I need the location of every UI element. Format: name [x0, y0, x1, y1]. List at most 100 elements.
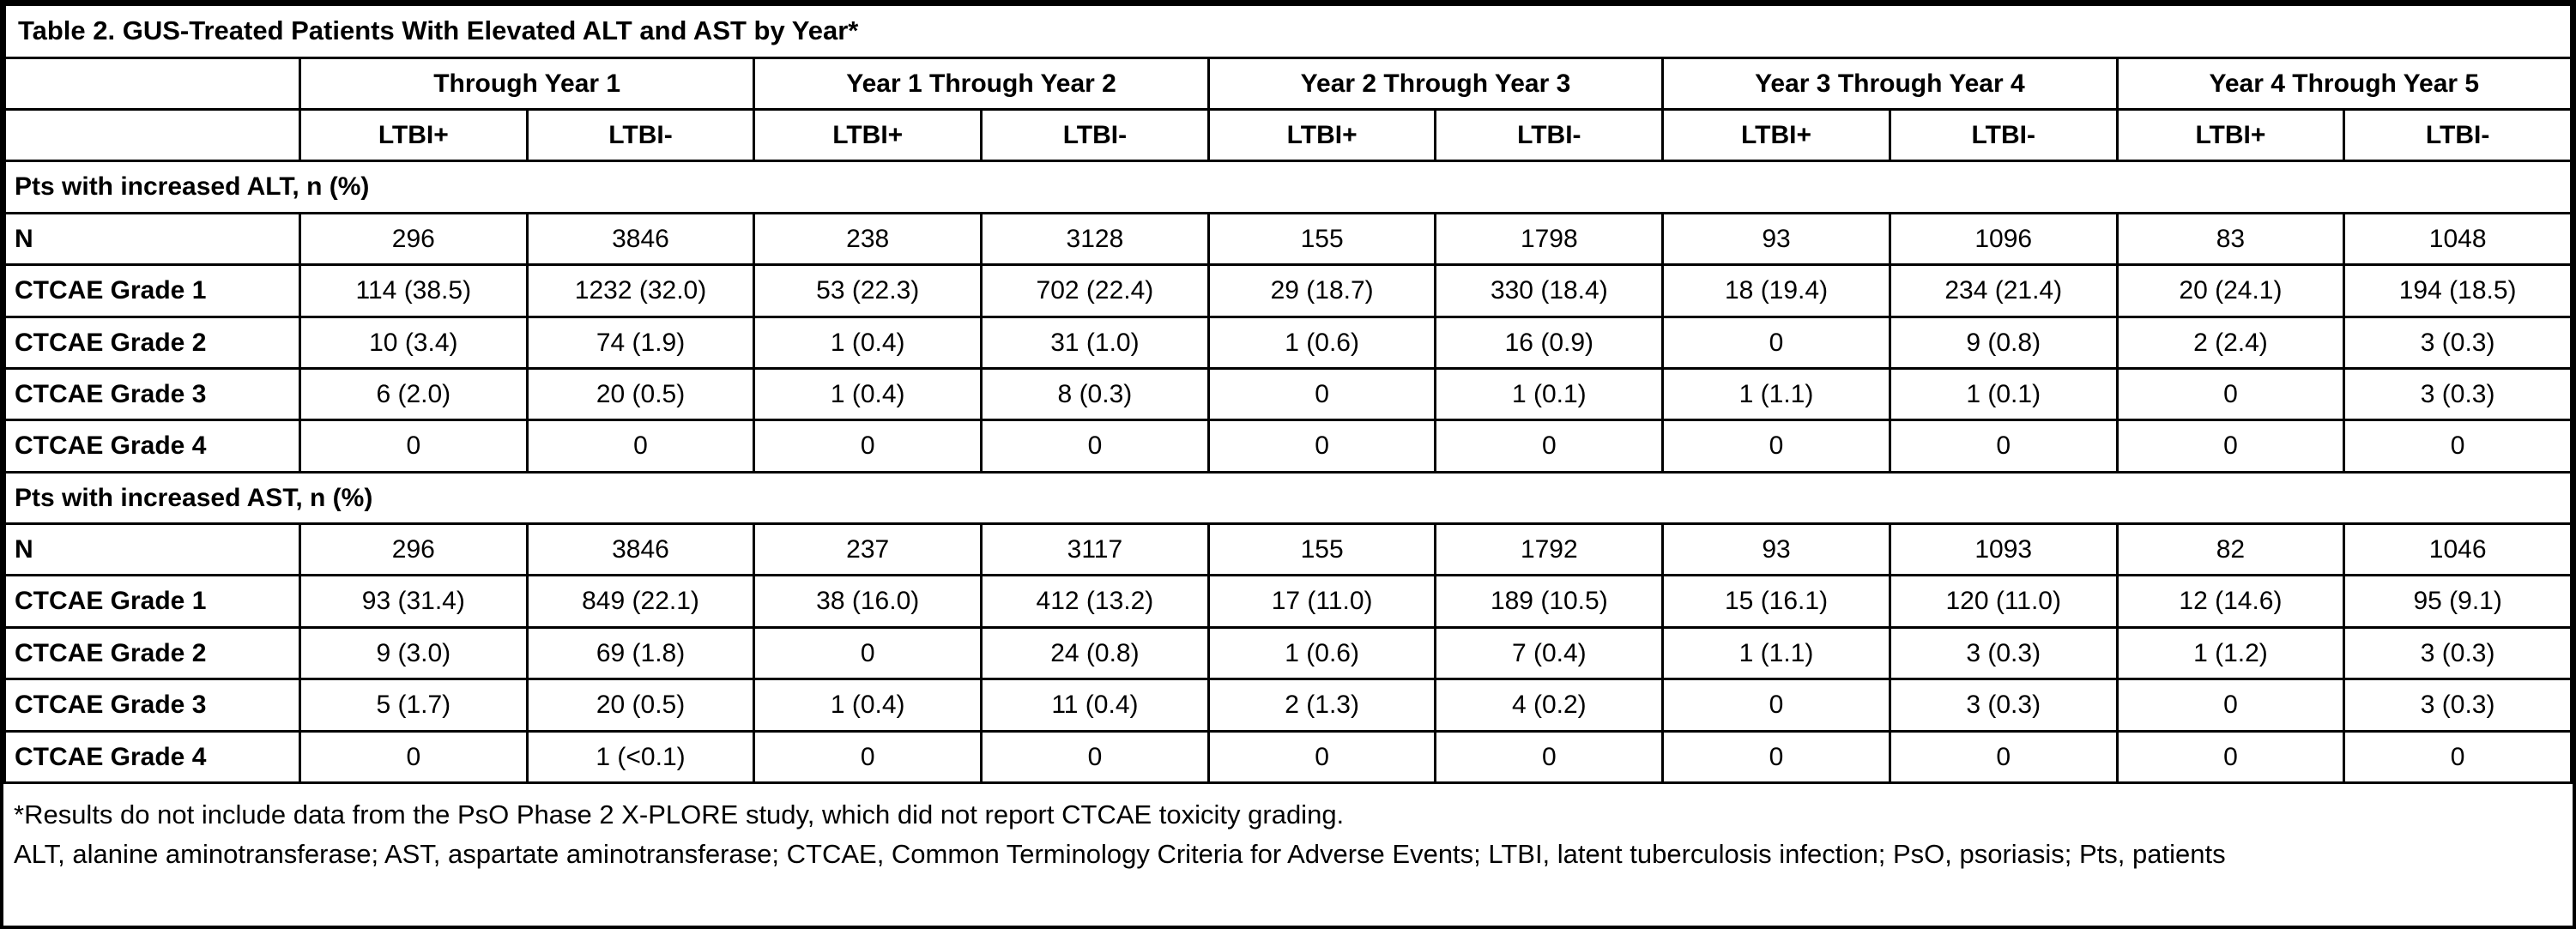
- data-cell: 3 (0.3): [2343, 625, 2573, 681]
- data-cell: 3 (0.3): [1888, 678, 2119, 733]
- data-cell: 155: [1206, 522, 1437, 577]
- data-cell: 38 (16.0): [753, 574, 983, 629]
- data-cell: 0: [1206, 729, 1437, 785]
- data-cell: 0: [753, 419, 983, 474]
- data-cell: 15 (16.1): [1661, 574, 1891, 629]
- data-cell: 17 (11.0): [1206, 574, 1437, 629]
- data-cell: 849 (22.1): [525, 574, 756, 629]
- data-cell: 0: [1206, 419, 1437, 474]
- footnotes: *Results do not include data from the Ps…: [3, 784, 2573, 873]
- ltbi-minus-header: LTBI-: [980, 107, 1210, 163]
- data-cell: 10 (3.4): [298, 315, 529, 370]
- data-cell: 296: [298, 211, 529, 267]
- data-cell: 0: [1661, 315, 1891, 370]
- data-cell: 0: [1888, 729, 2119, 785]
- footnote-abbreviations: ALT, alanine aminotransferase; AST, aspa…: [14, 839, 2226, 870]
- data-cell: 29 (18.7): [1206, 263, 1437, 318]
- data-cell: 31 (1.0): [980, 315, 1210, 370]
- data-cell: 0: [1206, 366, 1437, 422]
- corner-blank-cell: [3, 56, 301, 111]
- data-cell: 18 (19.4): [1661, 263, 1891, 318]
- data-cell: 4 (0.2): [1434, 678, 1665, 733]
- row-label: N: [3, 522, 301, 577]
- table-row: N 296 3846 238 3128 155 1798 93 1096 83 1048: [3, 211, 2573, 267]
- data-cell: 93 (31.4): [298, 574, 529, 629]
- row-label: CTCAE Grade 1: [3, 574, 301, 629]
- data-cell: 0: [1888, 419, 2119, 474]
- ast-section-header: Pts with increased AST, n (%): [3, 470, 2573, 526]
- data-cell: 120 (11.0): [1888, 574, 2119, 629]
- year-group-header-4: Year 3 Through Year 4: [1661, 56, 2119, 111]
- row-label: N: [3, 211, 301, 267]
- data-cell: 82: [2115, 522, 2346, 577]
- data-cell: 0: [2115, 729, 2346, 785]
- data-cell: 8 (0.3): [980, 366, 1210, 422]
- data-cell: 155: [1206, 211, 1437, 267]
- data-cell: 0: [2115, 366, 2346, 422]
- ltbi-plus-header: LTBI+: [2115, 107, 2346, 163]
- ast-section-header: Pts with increased AST, n (%): [3, 470, 2573, 526]
- data-cell: 3117: [980, 522, 1210, 577]
- data-cell: 330 (18.4): [1434, 263, 1665, 318]
- data-cell: 3 (0.3): [2343, 366, 2573, 422]
- data-cell: 9 (0.8): [1888, 315, 2119, 370]
- year-group-header-3: Year 2 Through Year 3: [1206, 56, 1665, 111]
- data-cell: 93: [1661, 522, 1891, 577]
- data-cell: 1232 (32.0): [525, 263, 756, 318]
- alt-section-header-row: Pts with increased ALT, n (%): [3, 160, 2573, 214]
- data-cell: 53 (22.3): [753, 263, 983, 318]
- data-cell: 412 (13.2): [980, 574, 1210, 629]
- title-row: Table 2. GUS-Treated Patients With Eleva…: [3, 3, 2573, 59]
- ltbi-minus-header: LTBI-: [1434, 107, 1665, 163]
- row-label: CTCAE Grade 4: [3, 419, 301, 474]
- alt-section-rows: N 296 3846 238 3128 155 1798 93 1096 83 1048 CTCAE …: [3, 211, 2573, 474]
- gus-alt-ast-table: Table 2. GUS-Treated Patients With Eleva…: [3, 3, 2573, 785]
- table-title: Table 2. GUS-Treated Patients With Eleva…: [3, 3, 2573, 59]
- data-cell: 3128: [980, 211, 1210, 267]
- data-cell: 1093: [1888, 522, 2119, 577]
- table-head-rows: Table 2. GUS-Treated Patients With Eleva…: [3, 3, 2573, 214]
- data-cell: 0: [2343, 729, 2573, 785]
- data-cell: 1 (0.4): [753, 315, 983, 370]
- data-cell: 234 (21.4): [1888, 263, 2119, 318]
- data-cell: 0: [1434, 729, 1665, 785]
- ltbi-minus-header: LTBI-: [1888, 107, 2119, 163]
- data-cell: 1048: [2343, 211, 2573, 267]
- data-cell: 2 (2.4): [2115, 315, 2346, 370]
- table-row: CTCAE Grade 2 10 (3.4) 74 (1.9) 1 (0.4) 31 (…: [3, 315, 2573, 370]
- data-cell: 1 (1.1): [1661, 625, 1891, 681]
- data-cell: 0: [1661, 419, 1891, 474]
- row-label: CTCAE Grade 3: [3, 366, 301, 422]
- data-cell: 1096: [1888, 211, 2119, 267]
- data-cell: 5 (1.7): [298, 678, 529, 733]
- corner-blank-cell: [3, 107, 301, 163]
- ltbi-plus-header: LTBI+: [753, 107, 983, 163]
- data-cell: 6 (2.0): [298, 366, 529, 422]
- data-cell: 296: [298, 522, 529, 577]
- data-cell: 0: [980, 419, 1210, 474]
- data-cell: 1 (0.4): [753, 678, 983, 733]
- data-cell: 0: [525, 419, 756, 474]
- data-cell: 238: [753, 211, 983, 267]
- data-cell: 0: [753, 625, 983, 681]
- data-cell: 7 (0.4): [1434, 625, 1665, 681]
- data-cell: 1046: [2343, 522, 2573, 577]
- data-cell: 11 (0.4): [980, 678, 1210, 733]
- data-cell: 3846: [525, 522, 756, 577]
- row-label: CTCAE Grade 1: [3, 263, 301, 318]
- data-cell: 93: [1661, 211, 1891, 267]
- ltbi-subheader-row: LTBI+ LTBI- LTBI+ LTBI- LTBI+ LTBI- LTBI…: [3, 107, 2573, 163]
- data-cell: 189 (10.5): [1434, 574, 1665, 629]
- data-cell: 0: [980, 729, 1210, 785]
- alt-section-header: Pts with increased ALT, n (%): [3, 160, 2573, 214]
- data-cell: 194 (18.5): [2343, 263, 2573, 318]
- data-cell: 0: [753, 729, 983, 785]
- data-cell: 24 (0.8): [980, 625, 1210, 681]
- data-cell: 114 (38.5): [298, 263, 529, 318]
- table-row: CTCAE Grade 1 114 (38.5) 1232 (32.0) 53 (22…: [3, 263, 2573, 318]
- data-cell: 1 (0.1): [1888, 366, 2119, 422]
